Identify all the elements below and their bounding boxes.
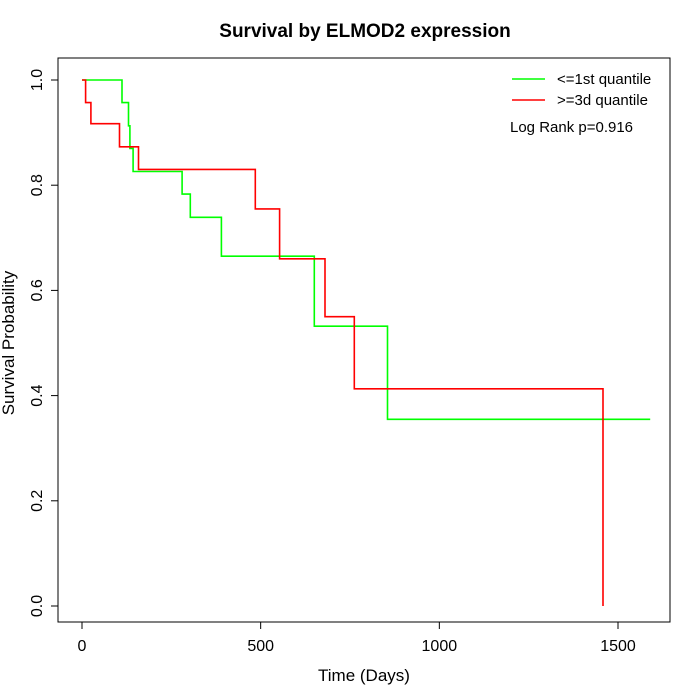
y-tick-label: 1.0 bbox=[29, 69, 46, 91]
x-tick-label: 0 bbox=[78, 638, 87, 655]
x-tick-label: 500 bbox=[247, 638, 274, 655]
survival-curve-high bbox=[82, 79, 604, 606]
y-tick-label: 0.6 bbox=[29, 279, 46, 301]
chart-title: Survival by ELMOD2 expression bbox=[219, 21, 510, 42]
log-rank-annotation: Log Rank p=0.916 bbox=[510, 119, 633, 136]
survival-curve-low bbox=[82, 79, 651, 421]
x-axis: 0 500 1000 1500 bbox=[78, 621, 636, 655]
y-tick-label: 0.8 bbox=[29, 174, 46, 196]
legend-label-high: >=3d quantile bbox=[557, 92, 648, 109]
y-axis: 0.0 0.2 0.4 0.6 0.8 1.0 bbox=[29, 69, 59, 617]
x-axis-label: Time (Days) bbox=[318, 666, 410, 685]
legend: <=1st quantile >=3d quantile bbox=[512, 71, 651, 109]
plot-frame bbox=[57, 57, 671, 623]
x-tick-label: 1500 bbox=[600, 638, 636, 655]
x-tick-label: 1000 bbox=[422, 638, 458, 655]
y-tick-label: 0.4 bbox=[29, 384, 46, 406]
y-tick-label: 0.2 bbox=[29, 490, 46, 512]
y-axis-label: Survival Probability bbox=[0, 270, 18, 415]
y-tick-label: 0.0 bbox=[29, 595, 46, 617]
survival-curves bbox=[82, 79, 651, 606]
legend-label-low: <=1st quantile bbox=[557, 71, 651, 88]
